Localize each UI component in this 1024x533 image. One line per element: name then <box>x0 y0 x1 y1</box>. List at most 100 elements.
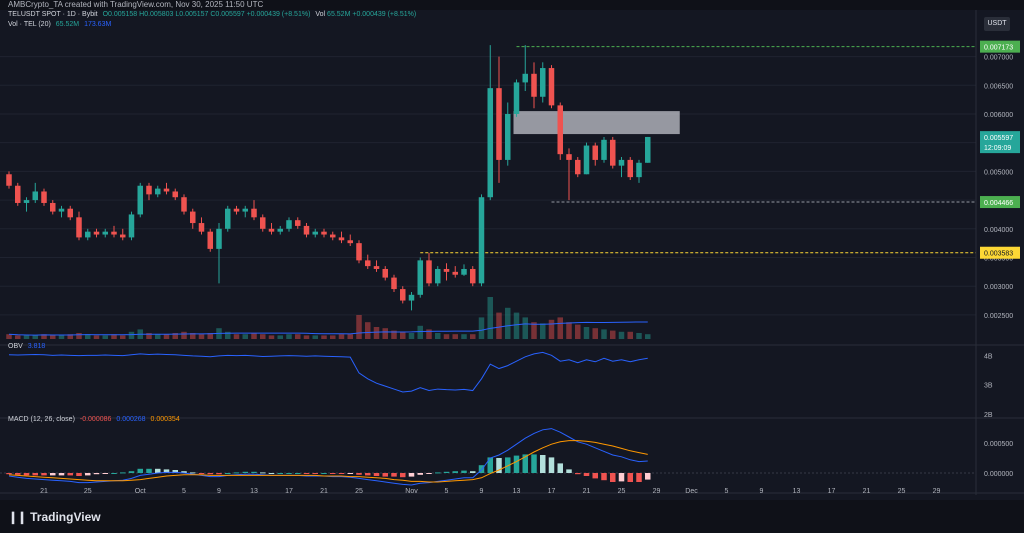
candle <box>268 223 275 235</box>
candle-body <box>137 185 143 215</box>
candle <box>540 62 546 103</box>
volume-bar <box>461 334 467 339</box>
time-tick-label: 29 <box>653 488 661 495</box>
volume-legend: Vol · TEL (20) 65.52M 173.63M <box>8 21 111 28</box>
candle-body <box>233 208 240 212</box>
candle-body <box>312 231 318 235</box>
candle-body <box>522 73 528 83</box>
macd-histogram-bar <box>400 473 406 478</box>
symbol-label[interactable]: TELUSDT SPOT · 1D · Bybit <box>8 11 98 18</box>
volume-bar <box>540 323 546 339</box>
vol-ma-value-1: 65.52M <box>55 21 80 28</box>
price-tag: 0.007173 <box>980 40 1020 53</box>
candle <box>303 223 310 238</box>
macd-histogram-bar <box>120 472 126 474</box>
candle-body <box>557 105 563 155</box>
candle <box>198 217 205 235</box>
candle <box>277 225 283 235</box>
candle-body <box>198 223 205 232</box>
macd-histogram-bar <box>583 473 590 476</box>
macd-histogram-bar <box>216 473 222 475</box>
macd-histogram-bar <box>575 473 581 475</box>
macd-histogram-bar <box>181 471 187 473</box>
price-tag-box <box>980 131 1020 154</box>
chart-credit: AMBCrypto_TA created with TradingView.co… <box>8 0 264 9</box>
candle <box>452 266 458 278</box>
vol-ma-label: Vol · TEL (20) <box>8 21 51 28</box>
macd-histogram-bar <box>645 473 651 480</box>
obv-tick-label: 3B <box>984 383 993 390</box>
price-levels <box>420 46 976 254</box>
candle <box>41 188 47 206</box>
candle <box>163 182 170 195</box>
macd-histogram-bar <box>242 471 248 473</box>
macd-histogram-bar <box>137 468 143 473</box>
candle-body <box>373 266 380 269</box>
volume-ma-line <box>8 321 648 336</box>
macd-histogram-bar <box>452 471 458 473</box>
candle <box>233 205 240 215</box>
volume-bar <box>400 331 406 339</box>
candle-body <box>128 214 135 238</box>
candle <box>76 211 82 241</box>
candle <box>522 45 528 92</box>
volume-bar <box>15 335 21 339</box>
candle <box>338 231 345 244</box>
volume-bar <box>303 335 310 339</box>
volume-bar <box>522 317 528 339</box>
time-tick-label: 25 <box>618 488 626 495</box>
candle-body <box>575 159 581 175</box>
volume-bar <box>452 334 458 339</box>
time-tick-label: 17 <box>285 488 293 495</box>
chart-svg[interactable]: 4B 3B 2B 0.000500 0.000000 0.007000 0.006500… <box>0 10 1024 500</box>
candle-body <box>15 185 21 203</box>
price-tag-box <box>980 246 1020 259</box>
candle-body <box>85 231 91 238</box>
volume-bar <box>408 333 415 339</box>
macd-histogram-bar <box>163 469 170 473</box>
volume-bar <box>251 333 257 339</box>
macd-histogram-bar <box>67 473 73 476</box>
volume-bar <box>198 334 205 339</box>
candle-body <box>102 231 108 235</box>
signal-line <box>8 440 648 483</box>
candle-body <box>452 271 458 275</box>
macd-histogram-bar <box>356 473 362 475</box>
macd-histogram-bar <box>347 473 353 474</box>
macd-histogram-bar <box>41 473 47 476</box>
macd-histogram-bar <box>443 471 450 473</box>
candle-body <box>470 268 476 284</box>
candle-body <box>540 68 546 97</box>
candle-body <box>23 200 30 203</box>
candle-body <box>155 188 161 195</box>
candle <box>365 254 371 269</box>
time-tick-label: 13 <box>513 488 521 495</box>
candle <box>356 240 362 264</box>
chart-area[interactable]: 4B 3B 2B 0.000500 0.000000 0.007000 0.006500… <box>0 10 1024 500</box>
macd-histogram-bar <box>391 473 397 477</box>
candle <box>190 208 196 229</box>
macd-histogram-bar <box>540 455 546 473</box>
candle <box>601 136 607 163</box>
macd-histogram-bar <box>6 473 12 475</box>
macd-histogram-bar <box>76 473 82 476</box>
volume-bar <box>181 331 187 339</box>
candle-body <box>487 88 493 198</box>
price-tag-text: 0.004466 <box>984 200 1013 207</box>
candle <box>286 217 292 232</box>
candle <box>155 185 161 198</box>
candle <box>470 266 476 287</box>
volume-bar <box>373 327 380 339</box>
macd-histogram-bar <box>601 473 607 481</box>
currency-button[interactable]: USDT <box>984 17 1010 31</box>
candle <box>6 171 12 189</box>
macd-histogram-bar <box>303 473 310 474</box>
macd-histogram-bar <box>478 465 485 473</box>
candle <box>636 159 642 183</box>
candle <box>111 225 117 238</box>
time-axis: 21 25 Oct 5 9 13 17 21 25 Nov 5 9 13 17 21 25 29 Dec 5 9 13 1… <box>40 488 940 495</box>
macd-histogram-bar <box>85 473 91 476</box>
candle-body <box>111 231 117 235</box>
price-tick-label: 0.002500 <box>984 313 1013 320</box>
candle-body <box>172 191 178 198</box>
